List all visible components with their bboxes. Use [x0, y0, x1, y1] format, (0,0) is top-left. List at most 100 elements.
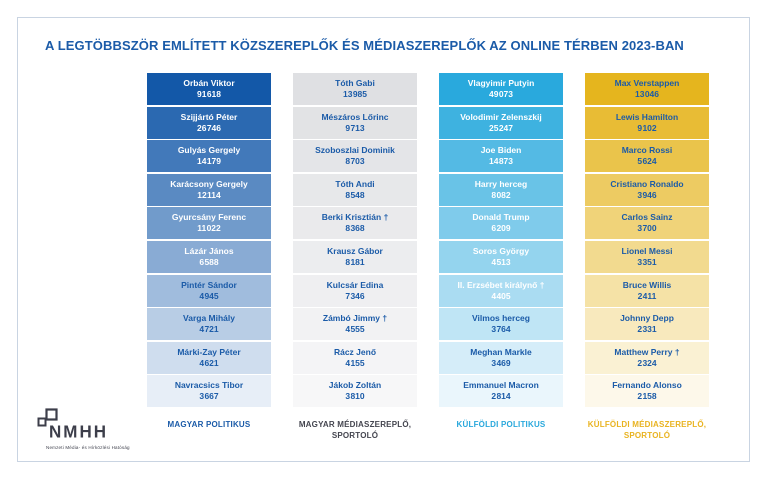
column-label-kulfoldi-politikus: KÜLFÖLDI POLITIKUS — [456, 420, 546, 429]
person-cell: Lewis Hamilton 9 102 — [585, 106, 709, 139]
person-cell: Meghan Markle 3 469 — [439, 341, 563, 374]
person-name: Berki Krisztián † — [321, 212, 389, 223]
person-mentions: 6 209 — [491, 223, 511, 234]
person-name: Tóth Gabi — [335, 78, 375, 89]
person-mentions: 26 746 — [197, 122, 221, 133]
person-cell: Pintér Sándor 4 945 — [147, 274, 271, 307]
person-mentions: 2 331 — [637, 324, 657, 335]
person-cell: Vlagyimir Putyin 49 073 — [439, 73, 563, 106]
person-cell: Fernando Alonso 2 158 — [585, 375, 709, 408]
person-name: Pintér Sándor — [181, 279, 237, 290]
person-cell: Cristiano Ronaldo 3 946 — [585, 173, 709, 206]
person-mentions: 11 022 — [197, 223, 221, 234]
person-mentions: 5 624 — [637, 156, 657, 167]
person-name: Szoboszlai Dominik — [315, 145, 395, 156]
person-mentions: 3 351 — [637, 257, 657, 268]
infographic-card: A LEGTÖBBSZÖR EMLÍTETT KÖZSZEREPLŐK ÉS M… — [17, 17, 750, 462]
person-cell: Max Verstappen 13 046 — [585, 73, 709, 106]
person-name: Bruce Willis — [622, 279, 672, 290]
person-name: Tóth Andi — [335, 178, 375, 189]
person-cell: Mészáros Lőrinc 9 713 — [293, 106, 417, 139]
person-name: Mészáros Lőrinc — [321, 111, 389, 122]
person-cell: Krausz Gábor 8 181 — [293, 240, 417, 274]
person-name: Orbán Viktor — [183, 78, 235, 89]
person-cell: Emmanuel Macron 2 814 — [439, 375, 563, 408]
person-mentions: 9 102 — [637, 122, 657, 133]
person-mentions: 4 155 — [345, 357, 365, 368]
person-cell: Szijjártó Péter 26 746 — [147, 106, 271, 139]
person-cell: Matthew Perry † 2 324 — [585, 341, 709, 374]
person-mentions: 3 946 — [637, 189, 657, 200]
person-cell: Varga Mihály 4 721 — [147, 308, 271, 341]
person-mentions: 8 703 — [345, 156, 365, 167]
person-mentions: 2 158 — [637, 391, 657, 402]
column-kulfoldi-mediaszereplo: Max Verstappen 13 046 Lewis Hamilton 9 102 M… — [585, 73, 709, 408]
person-cell: Tóth Andi 8 548 — [293, 173, 417, 206]
person-mentions: 3 667 — [199, 391, 219, 402]
person-name: Carlos Sainz — [621, 212, 673, 223]
ranking-columns: Orbán Viktor 91 618 Szijjártó Péter 26 746 G… — [147, 73, 709, 408]
person-mentions: 25 247 — [489, 122, 513, 133]
column-magyar-politikus: Orbán Viktor 91 618 Szijjártó Péter 26 746 G… — [147, 73, 271, 408]
person-mentions: 4 555 — [345, 324, 365, 335]
person-mentions: 6 588 — [199, 257, 219, 268]
person-name: Márki-Zay Péter — [177, 346, 241, 357]
person-mentions: 4 513 — [491, 257, 511, 268]
person-mentions: 49 073 — [489, 89, 513, 100]
person-cell: Vilmos herceg 3 764 — [439, 308, 563, 341]
person-name: Zámbó Jimmy † — [322, 313, 388, 324]
person-name: Jákob Zoltán — [328, 380, 382, 391]
person-cell: Kulcsár Edina 7 346 — [293, 274, 417, 307]
person-cell: Jákob Zoltán 3 810 — [293, 375, 417, 408]
person-cell: Rácz Jenő 4 155 — [293, 341, 417, 374]
person-cell: Orbán Viktor 91 618 — [147, 73, 271, 106]
person-name: Lewis Hamilton — [615, 111, 679, 122]
person-mentions: 4 945 — [199, 290, 219, 301]
person-mentions: 3 764 — [491, 324, 511, 335]
column-label-magyar-politikus: MAGYAR POLITIKUS — [167, 420, 251, 429]
person-cell: Gulyás Gergely 14 179 — [147, 140, 271, 173]
person-cell: Navracsics Tibor 3 667 — [147, 375, 271, 408]
person-name: Meghan Markle — [470, 346, 532, 357]
person-name: Marco Rossi — [621, 145, 673, 156]
person-name: Fernando Alonso — [612, 380, 682, 391]
person-mentions: 3 810 — [345, 391, 365, 402]
person-mentions: 4 405 — [491, 290, 511, 301]
person-cell: Marco Rossi 5 624 — [585, 140, 709, 173]
person-cell: II. Erzsébet királynő † 4 405 — [439, 274, 563, 307]
person-cell: Berki Krisztián † 8 368 — [293, 207, 417, 240]
person-name: Harry herceg — [474, 178, 528, 189]
person-cell: Volodimir Zelenszkij 25 247 — [439, 106, 563, 139]
person-name: Donald Trump — [472, 212, 530, 223]
person-name: Johnny Depp — [620, 313, 674, 324]
nmhh-logo-text: NMHH — [49, 422, 108, 442]
person-cell: Lionel Messi 3 351 — [585, 240, 709, 274]
person-mentions: 3 700 — [637, 223, 657, 234]
person-mentions: 4 721 — [199, 324, 219, 335]
person-mentions: 8 368 — [345, 223, 365, 234]
nmhh-cubes-icon — [37, 408, 58, 427]
person-mentions: 91 618 — [197, 89, 221, 100]
person-name: Gulyás Gergely — [177, 145, 241, 156]
person-cell: Harry herceg 8 082 — [439, 173, 563, 206]
person-cell: Soros György 4 513 — [439, 240, 563, 274]
person-name: Vlagyimir Putyin — [467, 78, 535, 89]
person-mentions: 8 181 — [345, 257, 365, 268]
page-title: A LEGTÖBBSZÖR EMLÍTETT KÖZSZEREPLŐK ÉS M… — [45, 38, 684, 53]
person-name: Varga Mihály — [183, 313, 235, 324]
nmhh-logo-subtitle: Nemzeti Média- és Hírközlési Hatóság — [46, 445, 130, 450]
person-mentions: 9 713 — [345, 122, 365, 133]
person-name: Gyurcsány Ferenc — [171, 212, 247, 223]
person-mentions: 3 469 — [491, 357, 511, 368]
column-label-magyar-mediaszereplo: MAGYAR MÉDIASZEREPLŐ, SPORTOLÓ — [298, 420, 412, 440]
person-cell: Tóth Gabi 13 985 — [293, 73, 417, 106]
person-cell: Karácsony Gergely 12 114 — [147, 173, 271, 206]
nmhh-logo: NMHH Nemzeti Média- és Hírközlési Hatósá… — [34, 408, 154, 456]
person-mentions: 7 346 — [345, 290, 365, 301]
person-name: Cristiano Ronaldo — [610, 178, 684, 189]
person-mentions: 8 082 — [491, 189, 511, 200]
person-cell: Lázár János 6 588 — [147, 240, 271, 274]
person-mentions: 2 411 — [637, 290, 657, 301]
person-name: Matthew Perry † — [614, 346, 680, 357]
person-name: II. Erzsébet királynő † — [457, 279, 545, 290]
